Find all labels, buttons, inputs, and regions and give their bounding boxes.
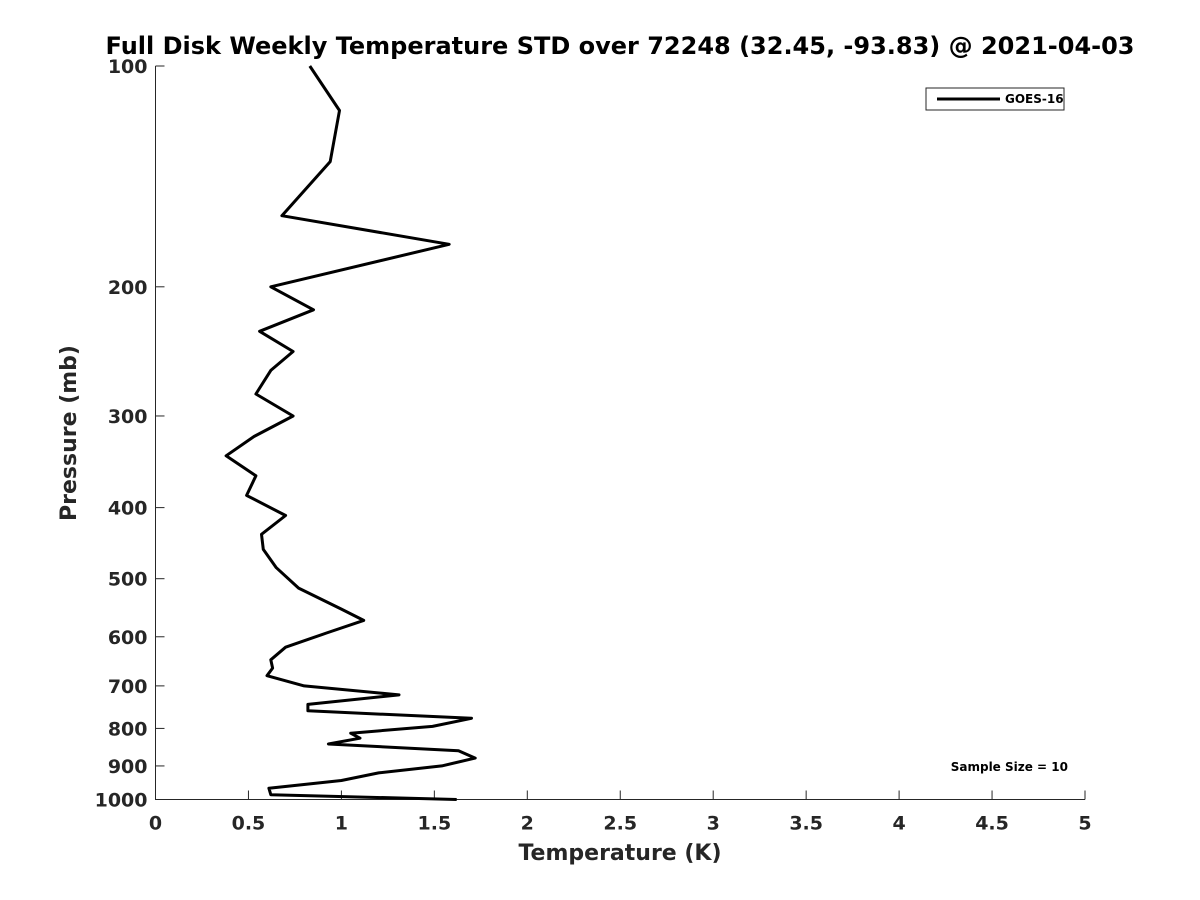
y-axis-ticks: 100 200 300 400 500 600 700 800 900 1000 [95,56,165,812]
x-tick-label: 0.5 [232,813,266,835]
y-tick-label: 100 [108,56,148,78]
y-tick-label: 1000 [95,790,148,812]
x-tick-label: 2 [521,813,534,835]
y-tick-label: 200 [108,277,148,299]
y-tick-label: 700 [108,676,148,698]
x-tick-label: 5 [1078,813,1091,835]
legend-label-goes-16: GOES-16 [1005,92,1064,106]
chart-title: Full Disk Weekly Temperature STD over 72… [106,32,1135,60]
x-axis-label: Temperature (K) [518,841,721,866]
x-tick-label: 2.5 [603,813,637,835]
x-tick-label: 3.5 [789,813,823,835]
plot-axes [155,66,1085,800]
y-tick-label: 800 [108,718,148,740]
sample-size-annotation: Sample Size = 10 [951,760,1068,774]
y-tick-label: 600 [108,627,148,649]
y-tick-label: 500 [108,569,148,591]
y-tick-label: 900 [108,756,148,778]
y-tick-label: 400 [108,498,148,520]
x-axis-ticks: 0 0.5 1 1.5 2 2.5 3 3.5 4 4.5 5 [149,790,1092,835]
x-tick-label: 3 [707,813,720,835]
legend: GOES-16 [925,87,1065,111]
x-tick-label: 4 [892,813,905,835]
series-line-goes-16 [224,65,477,801]
x-tick-label: 4.5 [975,813,1009,835]
y-axis-label: Pressure (mb) [57,345,82,521]
x-tick-label: 1 [335,813,348,835]
x-tick-label: 1.5 [418,813,452,835]
y-tick-label: 300 [108,406,148,428]
x-tick-label: 0 [149,813,162,835]
